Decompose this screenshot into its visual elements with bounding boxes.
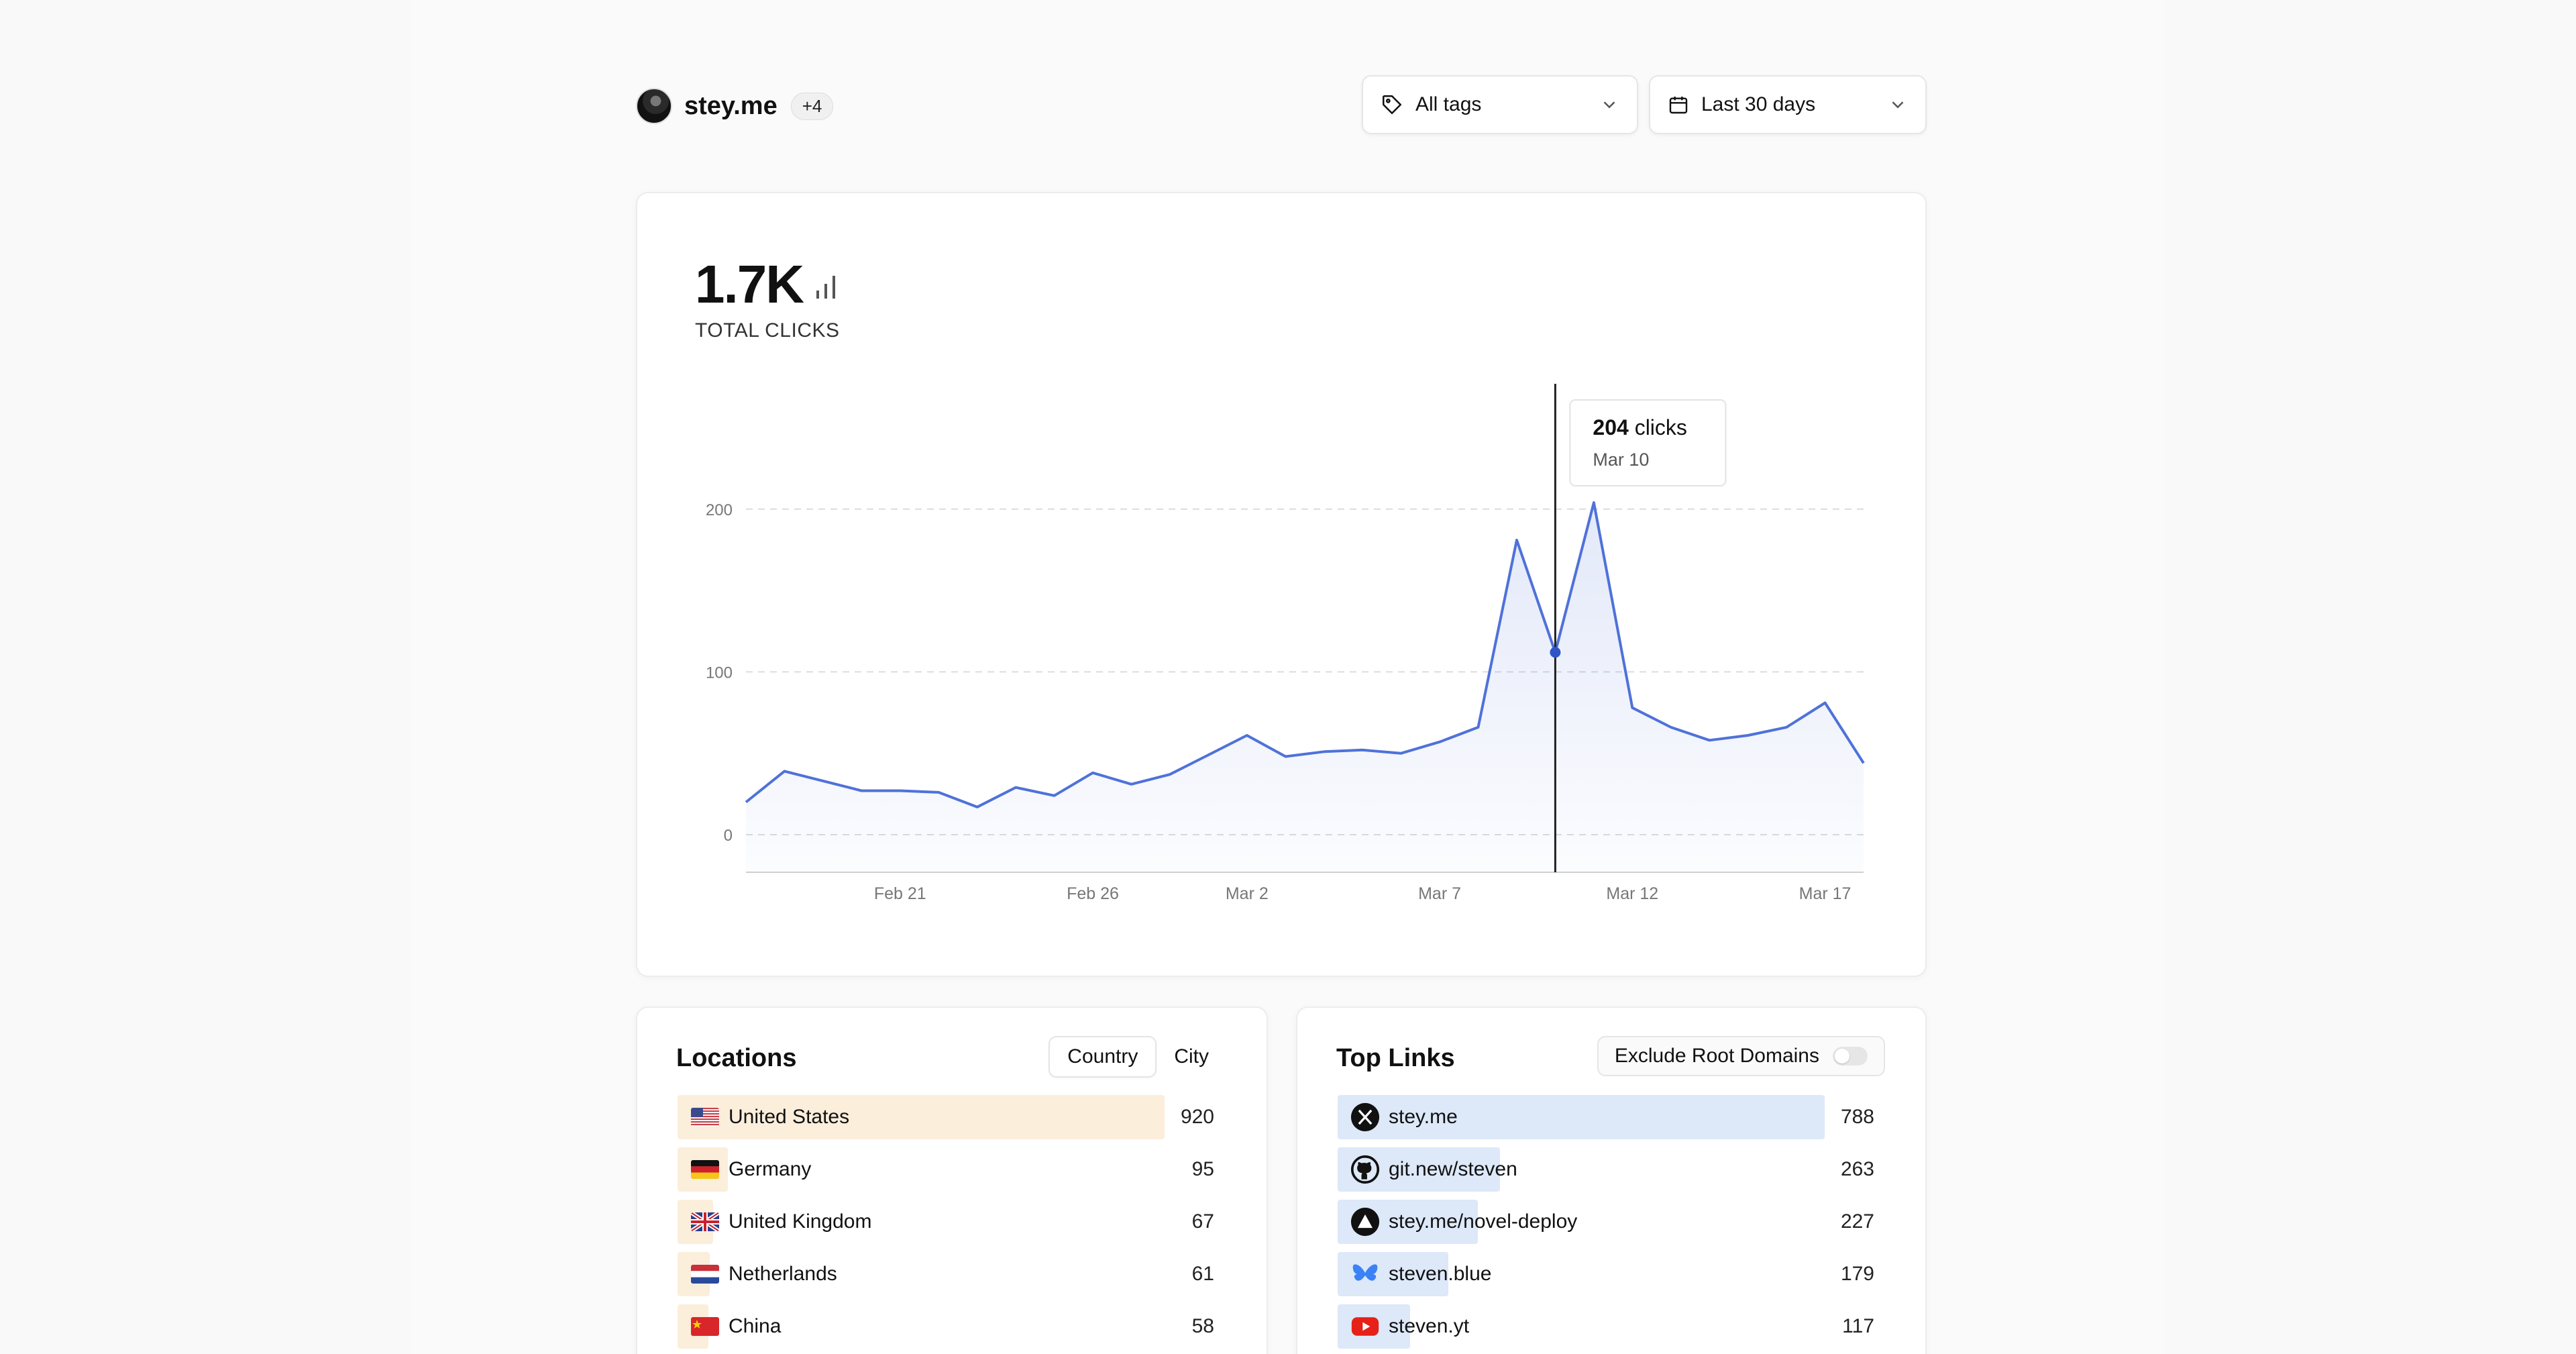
date-range-select[interactable]: Last 30 days [1649,75,1927,134]
x-tick-label: Mar 17 [1799,884,1851,903]
top-link-count: 263 [1840,1158,1874,1180]
x-icon [1350,1102,1381,1133]
location-name: United Kingdom [729,1210,872,1233]
top-link-row[interactable]: git.new/steven 263 [1338,1147,1888,1192]
exclude-root-domains-toggle[interactable]: Exclude Root Domains [1597,1036,1885,1076]
series-line [745,501,1865,809]
locations-tab-group: Country City [1049,1036,1226,1078]
top-link-row[interactable]: steven.yt 117 [1338,1304,1888,1349]
cn-flag [690,1311,720,1342]
top-link-name: git.new/steven [1389,1158,1517,1180]
uk-flag [690,1206,720,1237]
site-count-badge[interactable]: +4 [790,92,834,120]
location-name: United States [729,1106,850,1128]
x-tick-label: Feb 21 [874,884,926,903]
toggle-switch[interactable] [1833,1047,1868,1065]
location-name: Germany [729,1158,812,1180]
github-icon [1350,1154,1381,1185]
avatar [636,88,672,124]
y-tick-label: 0 [724,827,733,845]
location-count: 67 [1191,1210,1214,1233]
location-row[interactable]: United States 920 [678,1095,1228,1139]
top-link-count: 788 [1840,1106,1874,1128]
location-count: 95 [1191,1158,1214,1180]
locations-list: United States 920 Germany 95 United Kingdom 6… [678,1095,1228,1354]
clicks-line-chart[interactable]: 0 100 200 Feb 21 Feb 26 Mar 2 Mar 7 Mar 12 Mar 1… [637,193,1928,978]
y-tick-label: 200 [706,501,733,519]
tab-city[interactable]: City [1174,1045,1209,1067]
locations-title: Locations [676,1044,797,1072]
location-count: 920 [1180,1106,1214,1128]
youtube-icon [1350,1311,1381,1342]
clicks-chart-card: 1.7K TOTAL CLICKS 0 100 200 Feb 21 Feb 26 Mar… [636,192,1927,977]
site-name: stey.me [684,91,777,120]
top-links-card: Top Links Exclude Root Domains stey.me 78… [1296,1006,1927,1354]
tooltip-box [1569,399,1727,486]
location-row[interactable]: Germany 95 [678,1147,1228,1192]
top-link-row[interactable]: stey.me 788 [1338,1095,1888,1139]
location-name: China [729,1315,782,1337]
chart-tooltip: 204 clicks Mar 10 [1569,399,1727,486]
top-link-row[interactable]: steven.blue 179 [1338,1252,1888,1296]
top-link-name: stey.me/novel-deploy [1389,1210,1578,1233]
date-range-label: Last 30 days [1701,93,1816,115]
top-link-count: 227 [1840,1210,1874,1233]
tab-country[interactable]: Country [1049,1036,1157,1078]
top-link-count: 179 [1840,1263,1874,1285]
x-tick-label: Mar 2 [1226,884,1269,903]
top-links-title: Top Links [1336,1044,1455,1072]
top-link-name: stey.me [1389,1106,1458,1128]
exclude-root-domains-label: Exclude Root Domains [1614,1045,1819,1067]
x-tick-label: Feb 26 [1067,884,1119,903]
location-row[interactable]: China 58 [678,1304,1228,1349]
tags-select-label: All tags [1415,93,1482,115]
y-tick-label: 100 [706,664,733,682]
us-flag [690,1102,720,1133]
total-clicks-value: 1.7K [695,254,804,314]
vercel-icon [1350,1206,1381,1237]
location-count: 61 [1191,1263,1214,1285]
header: stey.me +4 All tags Last 30 days [636,75,1927,136]
chevron-down-icon [1892,101,1904,109]
bar-chart-icon [816,276,836,299]
site-switcher[interactable]: stey.me +4 [636,87,834,125]
top-link-name: steven.blue [1389,1263,1492,1285]
x-tick-label: Mar 7 [1418,884,1461,903]
kpi: 1.7K TOTAL CLICKS [695,254,841,342]
total-clicks-label: TOTAL CLICKS [695,319,840,342]
location-row[interactable]: United Kingdom 67 [678,1200,1228,1244]
location-row[interactable]: Netherlands 61 [678,1252,1228,1296]
tags-select[interactable]: All tags [1362,75,1638,134]
location-name: Netherlands [729,1263,837,1285]
top-link-row[interactable]: stey.me/novel-deploy 227 [1338,1200,1888,1244]
top-link-bar [1338,1095,1825,1139]
locations-card: Locations Country City United States 920 G… [636,1006,1268,1354]
location-bar [678,1095,1165,1139]
top-link-count: 117 [1842,1315,1874,1337]
de-flag [690,1154,720,1185]
chevron-down-icon [1603,101,1615,109]
tooltip-value: 204 clicks [1593,415,1687,439]
tag-icon [1382,95,1402,115]
top-link-name: steven.yt [1389,1315,1470,1337]
bluesky-icon [1350,1259,1381,1290]
calendar-icon [1669,97,1688,114]
tooltip-date: Mar 10 [1593,450,1649,470]
nl-flag [690,1259,720,1290]
x-tick-label: Mar 12 [1606,884,1658,903]
top-links-list: stey.me 788 git.new/steven 263 stey.me/novel… [1338,1095,1888,1354]
hover-point [1550,647,1561,658]
series-area [746,503,1864,872]
location-count: 58 [1191,1315,1214,1337]
top-link-bar [1338,1252,1448,1296]
